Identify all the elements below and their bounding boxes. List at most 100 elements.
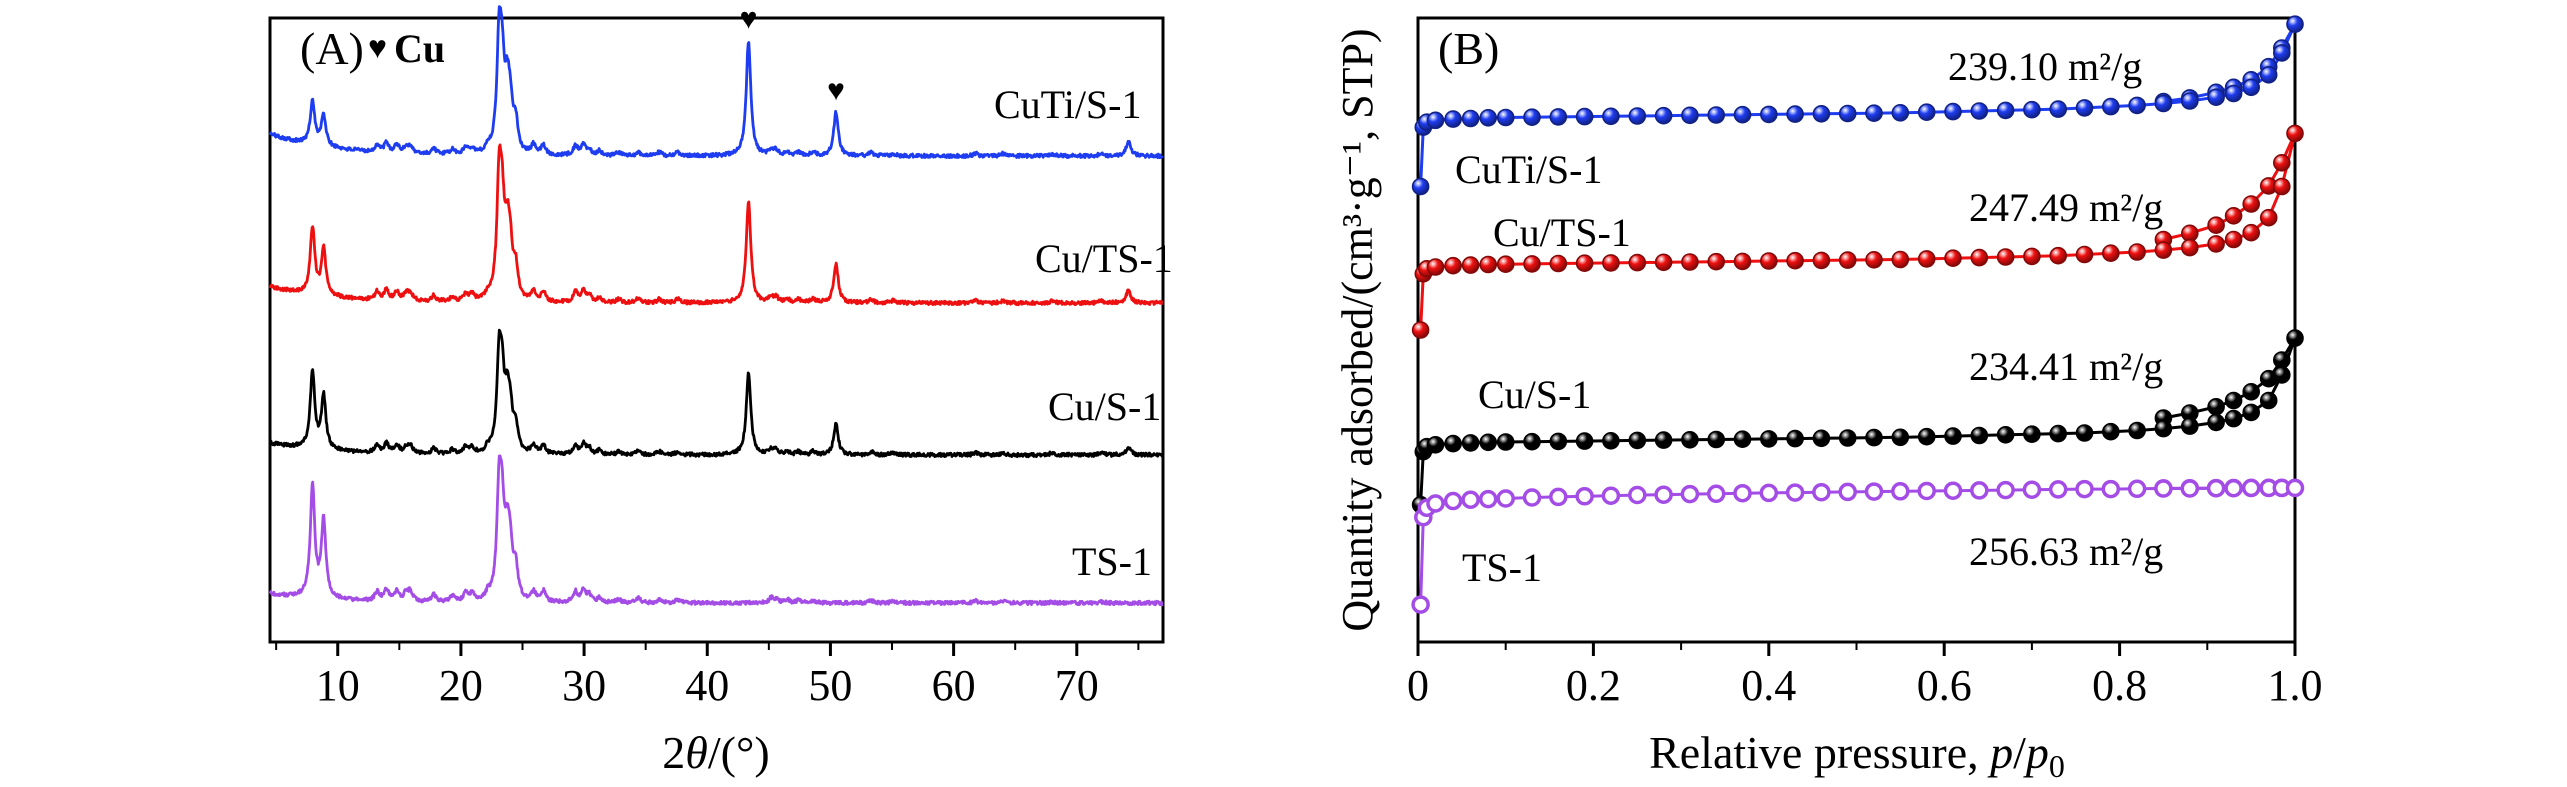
heart-icon: ♥: [827, 74, 845, 107]
data-point-marker: [2286, 329, 2304, 347]
data-point-marker: [1444, 434, 1462, 453]
data-point-marker: [1891, 428, 1910, 447]
data-point-marker: [1944, 249, 1962, 268]
data-point-marker: [1479, 433, 1497, 452]
data-point-marker: [1786, 429, 1804, 448]
data-point-marker: [1917, 481, 1936, 501]
data-point-marker: [1496, 489, 1515, 508]
data-point-marker: [1786, 105, 1804, 123]
data-point-marker: [1602, 431, 1620, 450]
data-point-marker: [1786, 251, 1804, 270]
data-point-marker: [2242, 382, 2260, 401]
panel-b-ylabel: Quantity adsorbed/(cm³·g⁻¹, STP): [1333, 28, 1382, 631]
data-point-marker: [1496, 108, 1515, 127]
data-point-marker: [2128, 96, 2146, 115]
data-point-marker: [2154, 479, 2173, 498]
heart-icon: ♥: [740, 3, 758, 36]
data-point-marker: [2242, 78, 2260, 97]
data-point-marker: [1812, 482, 1831, 502]
data-point-marker: [2128, 243, 2146, 261]
data-point-marker: [1891, 482, 1910, 501]
data-point-marker: [2049, 246, 2067, 265]
data-point-marker: [2181, 238, 2199, 257]
surface-area-cu-ts1: 247.49 m²/g: [1969, 185, 2163, 230]
data-point-marker: [2181, 92, 2199, 110]
data-point-marker: [2207, 397, 2225, 416]
data-point-marker: [1461, 109, 1480, 128]
surface-area-cu-s1: 234.41 m²/g: [1969, 344, 2163, 389]
data-point-marker: [1523, 432, 1541, 451]
data-point-marker: [2224, 230, 2243, 249]
data-point-marker: [1917, 103, 1936, 121]
data-point-marker: [1628, 253, 1647, 272]
data-point-marker: [2224, 478, 2243, 498]
data-point-marker: [1865, 104, 1883, 122]
xrd-trace-Cu/TS-1: [268, 143, 1164, 307]
data-point-marker: [1785, 483, 1805, 502]
data-point-marker: [2286, 15, 2304, 34]
data-point-marker: [1411, 321, 1430, 339]
data-point-marker: [1461, 434, 1480, 452]
data-point-marker: [2273, 351, 2291, 369]
data-point-marker: [1654, 431, 1673, 449]
data-point-marker: [1479, 109, 1497, 127]
x-tick-label: 0.6: [1917, 661, 1972, 710]
data-point-marker: [1865, 250, 1883, 269]
heart-icon: ♥: [368, 29, 387, 65]
data-point-marker: [1549, 254, 1568, 273]
xrd-series-label-cu-s1: Cu/S-1: [1048, 384, 1161, 429]
data-point-marker: [1733, 252, 1752, 271]
data-point-marker: [2180, 479, 2200, 498]
data-point-marker: [1479, 255, 1497, 274]
data-point-marker: [1654, 106, 1673, 125]
isotherm-markers-CuTi/S-1: [1411, 15, 2304, 196]
data-point-marker: [1443, 491, 1463, 511]
data-point-marker: [2154, 241, 2173, 259]
data-point-marker: [1838, 104, 1857, 123]
data-point-marker: [2154, 419, 2173, 438]
data-point-marker: [2102, 97, 2120, 116]
data-point-marker: [1944, 102, 1962, 121]
data-point-marker: [1575, 432, 1594, 450]
data-point-marker: [2224, 207, 2243, 225]
data-point-marker: [2242, 195, 2260, 213]
data-point-marker: [1681, 253, 1699, 271]
data-point-marker: [2224, 409, 2243, 428]
data-point-marker: [2075, 99, 2094, 117]
data-point-marker: [1707, 106, 1725, 124]
data-point-marker: [2259, 391, 2278, 410]
data-point-marker: [1759, 483, 1779, 503]
x-tick-label: 0.8: [2092, 661, 2147, 710]
x-tick-label: 0: [1407, 661, 1429, 710]
data-point-marker: [1970, 426, 1989, 445]
data-point-marker: [2286, 124, 2304, 143]
data-point-marker: [1523, 108, 1541, 126]
data-point-marker: [1426, 258, 1445, 276]
data-point-marker: [2207, 235, 2225, 253]
data-point-marker: [2273, 177, 2291, 196]
data-point-marker: [1917, 427, 1936, 446]
surface-area-ts1: 256.63 m²/g: [1969, 529, 2163, 574]
data-point-marker: [1760, 105, 1778, 124]
data-point-marker: [2206, 478, 2226, 498]
data-point-marker: [1733, 430, 1752, 449]
panel-b-xlabel: Relative pressure, p/p0: [1649, 727, 2065, 784]
data-point-marker: [1970, 481, 1989, 500]
data-point-marker: [1549, 108, 1568, 126]
data-point-marker: [2273, 366, 2291, 384]
data-point-marker: [1733, 105, 1752, 124]
isotherm-series-label-cu-ts1: Cu/TS-1: [1493, 210, 1631, 255]
data-point-marker: [1411, 595, 1430, 614]
data-point-marker: [2181, 417, 2199, 435]
data-point-marker: [1996, 248, 2015, 266]
data-point-marker: [1628, 485, 1647, 505]
isotherm-markers-Cu/TS-1: [1411, 124, 2304, 339]
data-point-marker: [1865, 428, 1883, 447]
data-point-marker: [2207, 88, 2225, 106]
data-point-marker: [1522, 488, 1542, 507]
data-point-marker: [2049, 100, 2067, 118]
x-tick-label: 30: [562, 661, 606, 710]
data-point-marker: [1680, 484, 1700, 504]
data-point-marker: [1411, 177, 1430, 196]
